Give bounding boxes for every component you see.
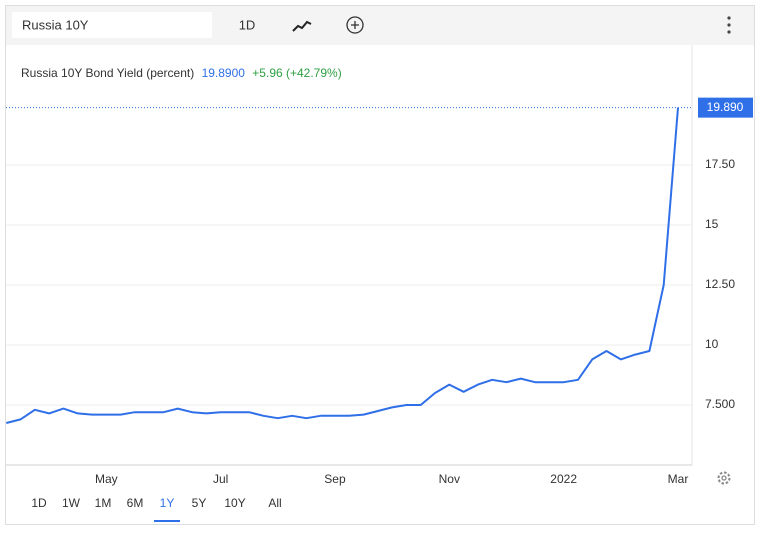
last-value-label: 19.890 [707, 100, 744, 114]
y-tick-label: 12.50 [705, 277, 735, 291]
y-tick-label: 7.500 [705, 397, 735, 411]
gear-icon[interactable] [717, 471, 731, 485]
chart-style-icon[interactable] [292, 20, 312, 32]
legend-value: 19.8900 [202, 66, 246, 80]
range-button[interactable]: 10Y [224, 496, 245, 510]
legend: Russia 10Y Bond Yield (percent) 19.8900 … [21, 66, 342, 80]
range-button[interactable]: All [268, 496, 281, 510]
legend-title: Russia 10Y Bond Yield (percent) [21, 66, 194, 80]
interval[interactable]: 1D [239, 17, 256, 32]
range-button[interactable]: 5Y [192, 496, 207, 510]
menu-icon[interactable] [727, 16, 731, 34]
last-value-box [698, 97, 753, 118]
frame [5, 5, 755, 525]
y-tick-label: 10 [705, 337, 719, 351]
range-button[interactable]: 1M [95, 496, 112, 510]
range-button[interactable]: 1D [31, 496, 47, 510]
legend-change: +5.96 (+42.79%) [252, 66, 341, 80]
x-tick-label: Jul [213, 472, 228, 486]
y-tick-label: 17.50 [705, 157, 735, 171]
x-tick-label: 2022 [550, 472, 577, 486]
range-underline [154, 520, 180, 522]
symbol-input[interactable] [12, 12, 212, 38]
symbol: Russia 10Y [22, 17, 89, 32]
range-button[interactable]: 6M [127, 496, 144, 510]
x-tick-label: Mar [668, 472, 689, 486]
series-line [6, 107, 679, 424]
x-tick-label: Sep [324, 472, 346, 486]
range-button[interactable]: 1Y [160, 496, 175, 510]
compare-icon[interactable] [346, 16, 364, 34]
x-tick-label: May [95, 472, 118, 486]
x-tick-label: Nov [439, 472, 460, 486]
compare-plus [351, 21, 359, 29]
y-tick-label: 15 [705, 217, 719, 231]
range-button[interactable]: 1W [62, 496, 81, 510]
